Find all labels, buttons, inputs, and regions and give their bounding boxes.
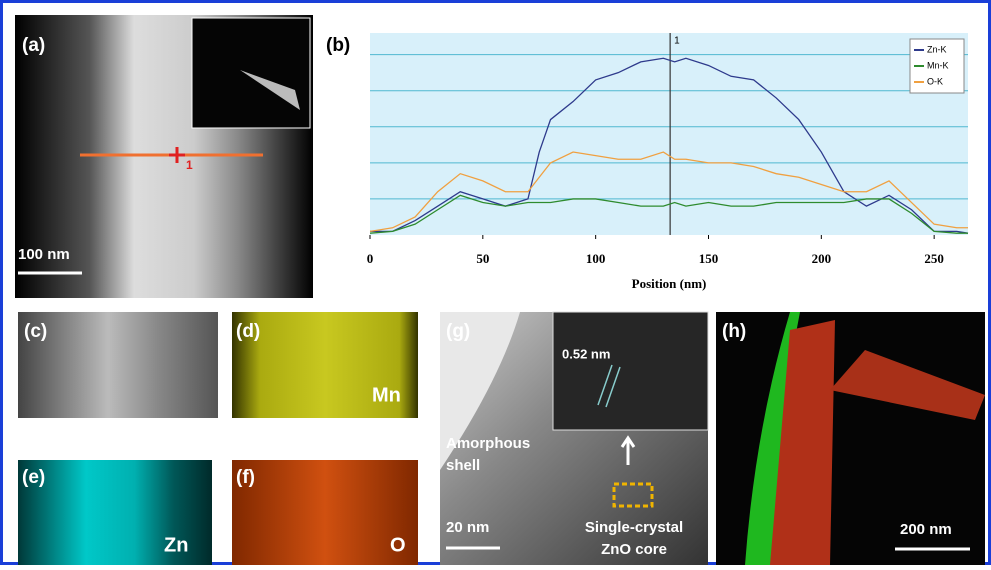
panel-label: (c)	[24, 321, 47, 342]
panel-label: (f)	[236, 467, 255, 488]
arrow	[620, 435, 636, 465]
x-tick-label: 50	[476, 251, 489, 266]
marker-label: 1	[674, 36, 680, 47]
x-axis-label: Position (nm)	[632, 276, 707, 291]
core-label: ZnO core	[601, 541, 667, 558]
legend-label: Zn-K	[927, 44, 947, 54]
panel-label: (b)	[326, 35, 350, 56]
core-label: Single-crystal	[585, 519, 683, 536]
legend-label: O-K	[927, 76, 943, 86]
data-line	[370, 57, 969, 234]
legend-label: Mn-K	[927, 60, 949, 70]
diffraction-inset	[191, 17, 311, 129]
beam-stop	[240, 70, 300, 110]
panel-label: (h)	[722, 321, 746, 342]
spacing-label: 0.52 nm	[562, 346, 610, 361]
panel-label: (d)	[236, 321, 260, 342]
shell-label: Amorphous	[446, 435, 530, 452]
panel-label: (a)	[22, 35, 45, 56]
panel-label: (e)	[22, 467, 45, 488]
red-branch	[830, 350, 985, 420]
x-tick-label: 150	[699, 251, 719, 266]
element-label: Zn	[164, 534, 188, 556]
x-tick-label: 0	[367, 251, 374, 266]
point-label: 1	[186, 158, 193, 172]
plot-area	[370, 33, 968, 235]
scale-bar-label: 20 nm	[446, 519, 489, 536]
x-tick-label: 200	[812, 251, 832, 266]
data-line	[369, 194, 968, 234]
zn-map	[18, 460, 212, 565]
x-tick-label: 250	[924, 251, 944, 266]
haadf-map	[18, 312, 218, 418]
element-label: Mn	[372, 384, 401, 406]
scale-bar-label: 100 nm	[18, 246, 70, 263]
lattice-inset	[552, 311, 709, 431]
point-marker	[169, 147, 185, 163]
scale-bar-label: 200 nm	[900, 521, 952, 538]
mn-map	[232, 312, 418, 418]
shell-region	[440, 312, 520, 470]
legend-box	[909, 38, 965, 94]
o-map	[232, 460, 418, 565]
panel-label: (g)	[446, 321, 470, 342]
core-box	[612, 482, 654, 508]
data-line	[369, 151, 968, 233]
shell-label: shell	[446, 457, 480, 474]
x-tick-label: 100	[586, 251, 606, 266]
element-label: O	[390, 534, 406, 556]
lattice-fringes	[597, 364, 621, 408]
red-wire	[770, 320, 835, 565]
